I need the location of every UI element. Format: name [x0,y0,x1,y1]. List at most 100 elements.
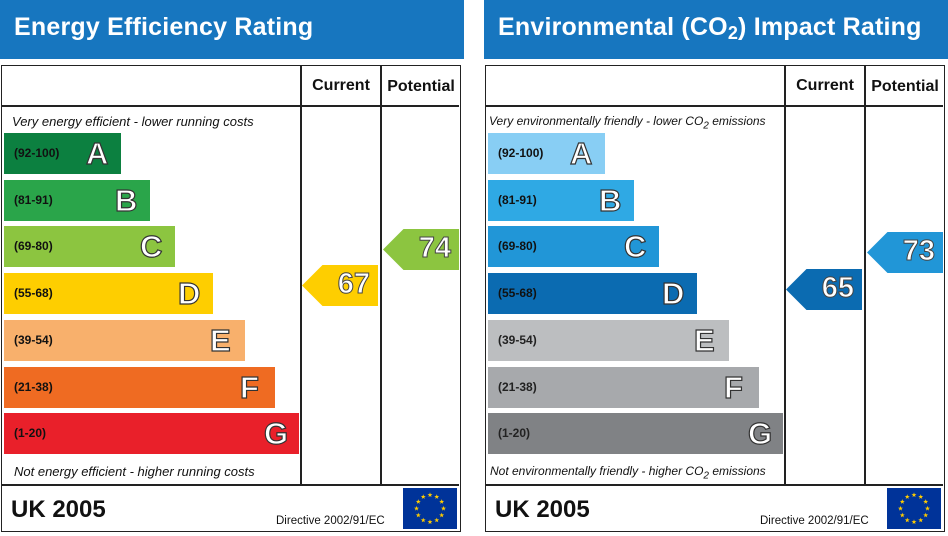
band-range-label: (39-54) [14,332,53,347]
band-range-label: (55-68) [498,286,537,301]
band-range-label: (39-54) [498,332,537,347]
band-letter-label: D [177,275,201,312]
rating-band-e: (39-54) E [488,319,729,361]
band-letter-label: C [623,229,647,265]
column-divider [784,66,786,484]
rating-band-f: (21-38) F [4,366,275,408]
footer-directive: Directive 2002/91/EC [760,515,869,527]
current-arrow-shape [786,268,862,310]
chart-title: Environmental (CO2) Impact Rating [498,13,922,44]
bottom-caption-subscript: 2 [703,470,709,482]
bottom-caption: Not environmentally friendly - higher CO… [490,464,766,481]
band-letter-label: G [263,416,289,452]
potential-arrow-shape [867,231,943,273]
chart-frame: Current Potential Very energy efficient … [1,65,461,532]
chart-title-main: Environmental (CO [498,13,728,41]
rating-band-d: (55-68) D [4,273,213,315]
eu-star-icon [434,494,440,499]
eu-star-icon [918,494,924,499]
band-letter-label: F [723,369,743,405]
footer-country: UK 2005 [495,496,590,523]
rating-band-g: (1-20) G [488,413,783,455]
eu-star-icon [415,499,421,504]
eu-star-icon [427,492,433,498]
eu-flag-icon [403,488,457,529]
band-letter-label: B [114,182,138,218]
chart-title: Energy Efficiency Rating [14,13,314,41]
eu-star-icon [911,519,917,525]
band-letter-label: B [598,182,622,218]
chart-title-end: ) Impact Rating [738,13,922,41]
rating-band-b: (81-91) B [488,179,634,221]
band-range-label: (69-80) [14,239,53,254]
band-letter-label: A [85,135,109,171]
rating-band-a: (92-100) A [488,133,605,174]
chart-title-subscript: 2 [727,23,739,43]
eu-star-icon [420,517,426,523]
potential-rating-value: 73 [902,234,935,267]
band-letter-label: F [239,369,259,405]
eu-star-icon [427,519,433,525]
band-range-label: (92-100) [498,146,544,160]
eu-star-icon [904,517,910,523]
eu-star-icon [415,512,421,518]
top-caption-main: Very environmentally friendly - lower CO [489,114,704,128]
rating-band-c: (69-80) C [488,226,659,268]
eu-star-icon [923,512,929,518]
eu-star-icon [904,494,910,499]
eu-star-icon [441,505,446,511]
eu-star-icon [414,505,419,511]
rating-band-b: (81-91) B [4,179,150,221]
rating-band-d: (55-68) D [488,273,697,315]
column-divider [864,66,866,484]
band-range-label: (92-100) [14,146,60,160]
rating-band-e: (39-54) E [4,319,245,361]
rating-band-a: (92-100) A [4,133,121,174]
band-range-label: (1-20) [498,426,531,441]
eu-star-icon [420,494,426,499]
bottom-caption-main: Not environmentally friendly - higher CO [490,464,704,478]
band-range-label: (81-91) [498,192,537,207]
top-caption: Very energy efficient - lower running co… [12,114,254,129]
footer-divider [2,484,459,486]
potential-column-header: Potential [387,78,455,95]
current-arrow-shape [302,264,378,306]
header-divider [2,105,459,107]
top-caption-end: emissions [708,114,766,128]
footer-country: UK 2005 [11,496,106,523]
eu-star-icon [899,499,905,504]
eu-star-icon [899,512,905,518]
band-letter-label: G [747,416,773,452]
current-rating-value: 67 [337,267,370,300]
band-letter-label: E [209,322,231,358]
chart-frame: Current Potential Very environmentally f… [485,65,945,532]
eu-star-icon [898,505,903,511]
potential-arrow-shape [383,229,459,271]
eu-star-icon [925,505,930,511]
potential-column-header: Potential [871,78,939,95]
current-column-header: Current [796,77,854,94]
footer-divider [486,484,943,486]
rating-band-f: (21-38) F [488,366,759,408]
band-range-label: (1-20) [14,426,47,441]
rating-band-c: (69-80) C [4,226,175,268]
band-range-label: (55-68) [14,286,53,301]
band-range-label: (21-38) [14,379,53,394]
current-column-header: Current [312,77,370,94]
band-letter-label: D [661,275,685,312]
energy-efficiency-panel: Energy Efficiency Rating Current Potenti… [0,0,464,536]
top-caption-subscript: 2 [703,120,709,132]
eu-star-icon [918,517,924,523]
title-bar: Energy Efficiency Rating [0,0,464,59]
title-bar: Environmental (CO2) Impact Rating [484,0,948,59]
current-rating-value: 65 [821,271,854,304]
band-range-label: (81-91) [14,192,53,207]
footer-directive: Directive 2002/91/EC [276,515,385,527]
eu-flag-icon [887,488,941,529]
bottom-caption: Not energy efficient - higher running co… [14,464,255,479]
eu-star-icon [434,517,440,523]
eu-star-icon [923,499,929,504]
band-range-label: (21-38) [498,379,537,394]
band-letter-label: A [569,135,593,171]
potential-rating-value: 74 [418,232,451,265]
